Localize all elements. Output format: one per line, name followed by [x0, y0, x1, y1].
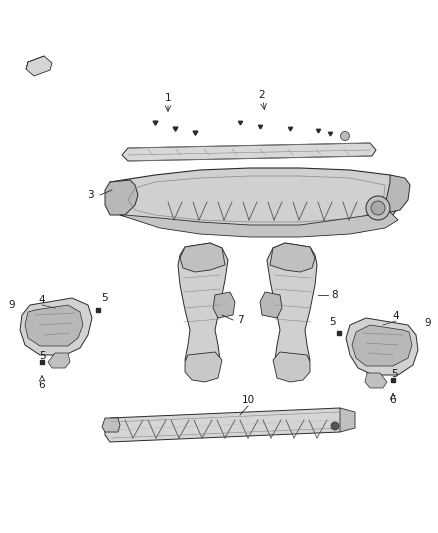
Polygon shape: [352, 325, 412, 366]
Polygon shape: [120, 212, 398, 237]
Polygon shape: [260, 292, 282, 318]
Polygon shape: [25, 305, 83, 346]
Polygon shape: [20, 298, 92, 355]
Polygon shape: [102, 418, 120, 432]
Text: 5: 5: [102, 293, 108, 303]
Circle shape: [371, 201, 385, 215]
Polygon shape: [105, 180, 138, 215]
Circle shape: [366, 196, 390, 220]
Polygon shape: [340, 408, 355, 432]
Polygon shape: [108, 168, 400, 235]
Polygon shape: [105, 408, 345, 442]
Polygon shape: [213, 292, 235, 318]
Polygon shape: [185, 352, 222, 382]
Polygon shape: [273, 352, 310, 382]
Text: 1: 1: [165, 93, 171, 103]
Text: 2: 2: [259, 90, 265, 100]
Text: 9: 9: [9, 300, 15, 310]
Polygon shape: [270, 243, 315, 272]
Polygon shape: [267, 243, 317, 375]
Polygon shape: [122, 143, 376, 161]
Text: 4: 4: [39, 295, 45, 305]
Polygon shape: [365, 373, 387, 388]
Text: 10: 10: [241, 395, 254, 405]
Text: 7: 7: [237, 315, 244, 325]
Polygon shape: [180, 243, 225, 272]
Text: 4: 4: [393, 311, 399, 321]
Text: 6: 6: [390, 395, 396, 405]
Text: 9: 9: [425, 318, 431, 328]
Circle shape: [340, 132, 350, 141]
Circle shape: [331, 422, 339, 430]
Polygon shape: [385, 175, 410, 212]
Polygon shape: [48, 353, 70, 368]
Polygon shape: [346, 318, 418, 375]
Text: 5: 5: [392, 369, 398, 379]
Text: 6: 6: [39, 380, 45, 390]
Text: 8: 8: [332, 290, 338, 300]
Text: 3: 3: [87, 190, 93, 200]
Text: 5: 5: [39, 351, 45, 361]
Polygon shape: [178, 243, 228, 375]
Text: 5: 5: [328, 317, 336, 327]
Polygon shape: [26, 56, 52, 76]
